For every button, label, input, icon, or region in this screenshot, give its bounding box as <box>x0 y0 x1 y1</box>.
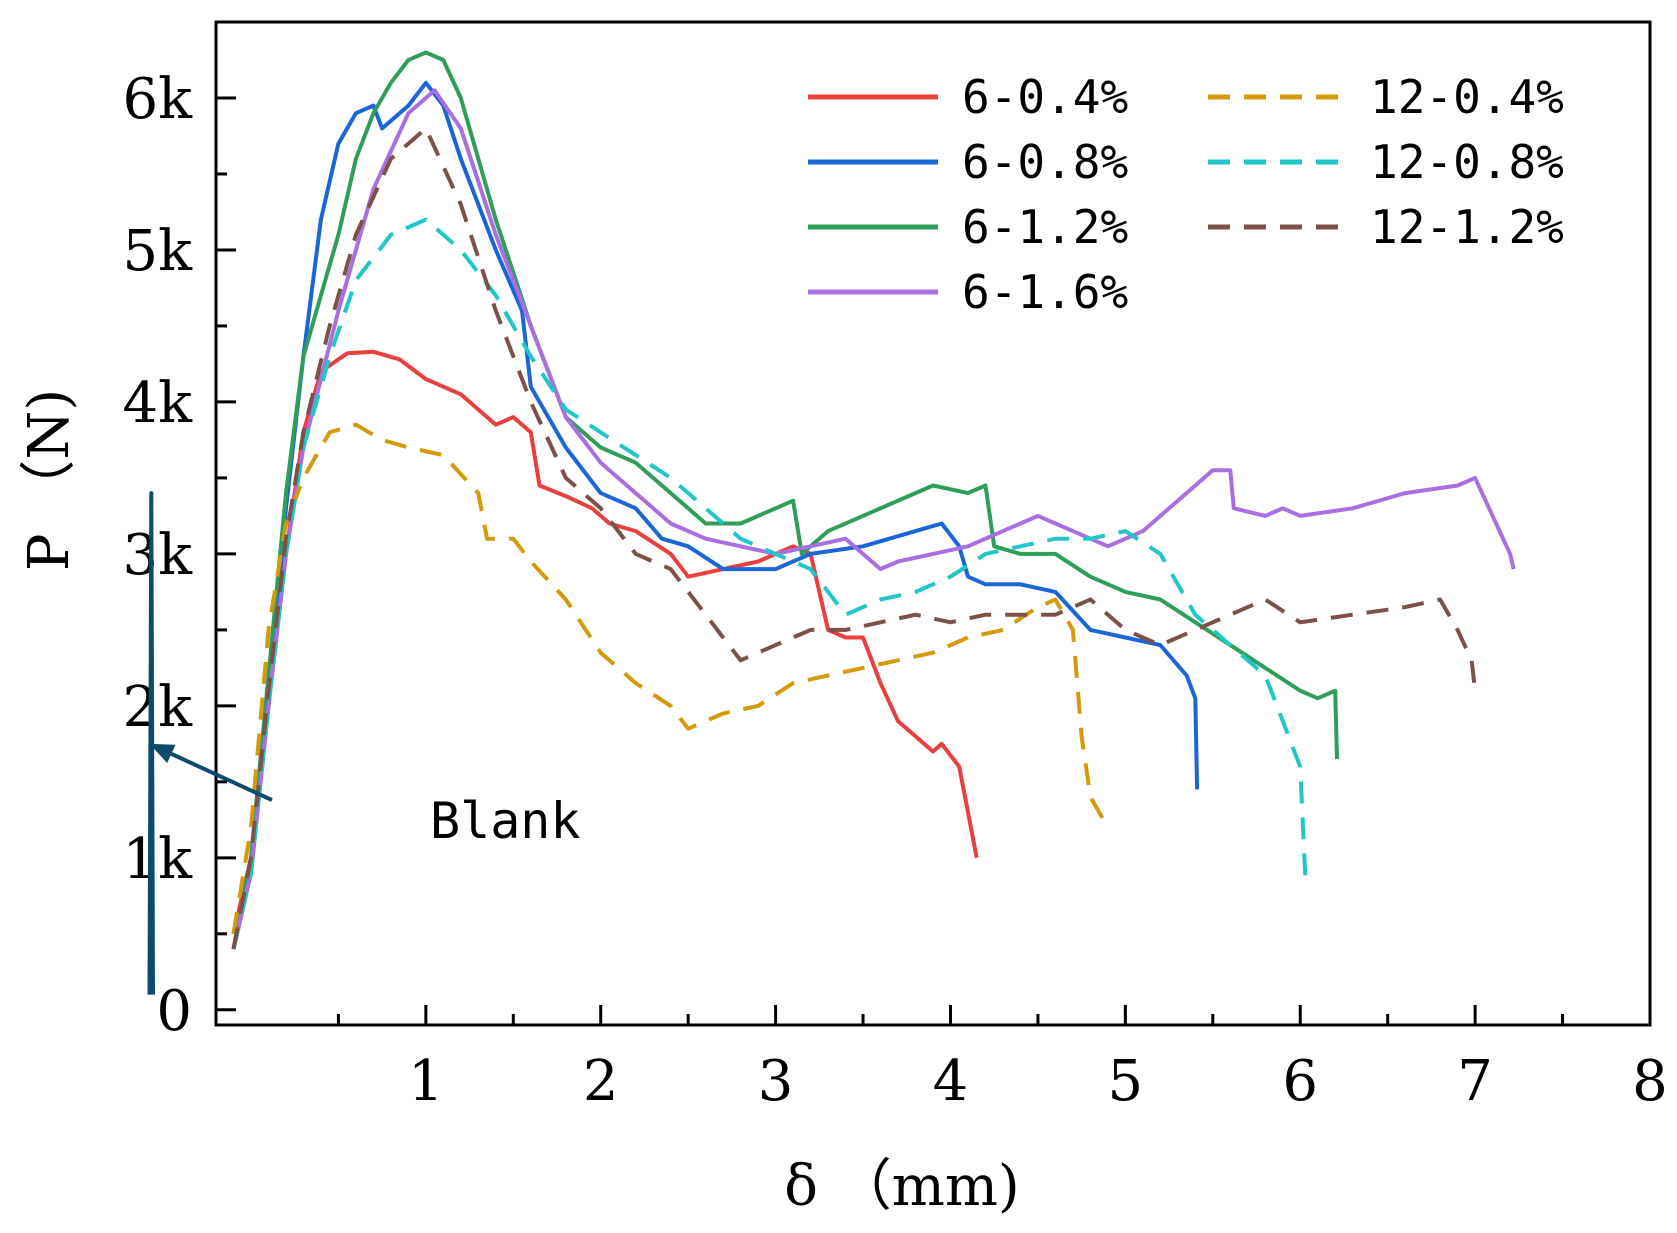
y-tick-label: 3k <box>122 523 193 588</box>
annotation-arrow <box>170 752 273 802</box>
legend-label: 6-0.4% <box>962 70 1128 124</box>
series-line-Blank <box>147 491 155 995</box>
annotation-label: Blank <box>430 792 581 850</box>
x-tick-label: 3 <box>758 1049 794 1114</box>
y-tick-label: 4k <box>122 371 193 436</box>
x-tick-label: 4 <box>933 1049 969 1114</box>
series-line-6-0.8% <box>231 80 1200 950</box>
annotation-arrowhead <box>149 743 176 763</box>
y-tick-label: 5k <box>122 219 193 284</box>
y-ticks: 0 1k 2k 3k 4k 5k 6k <box>122 67 236 1044</box>
y-tick-label: 0 <box>156 979 192 1044</box>
series-line-6-1.6% <box>231 88 1516 950</box>
legend-label: 12-1.2% <box>1370 200 1564 254</box>
series-line-6-1.2% <box>231 50 1339 950</box>
legend-label: 6-1.6% <box>962 265 1128 319</box>
series-layer <box>147 50 1516 995</box>
series-line-12-0.8% <box>231 217 1308 950</box>
x-tick-label: 7 <box>1457 1049 1493 1114</box>
x-tick-label: 8 <box>1632 1049 1668 1114</box>
legend-label: 12-0.4% <box>1370 70 1564 124</box>
x-tick-label: 1 <box>408 1049 444 1114</box>
legend-label: 12-0.8% <box>1370 135 1564 189</box>
y-tick-label: 6k <box>122 67 193 132</box>
plot-frame <box>214 20 1652 1027</box>
legend-label: 6-1.2% <box>962 200 1128 254</box>
x-tick-label: 6 <box>1282 1049 1318 1114</box>
series-line-6-0.4% <box>231 349 979 935</box>
y-axis-title: P （N) <box>17 389 82 571</box>
y-tick-label: 1k <box>122 827 193 892</box>
series-line-12-1.2% <box>231 126 1478 950</box>
x-axis-title: δ （mm) <box>784 1154 1020 1219</box>
y-tick-label: 2k <box>122 675 193 740</box>
legend: 6-0.4% 6-0.8% 6-1.2% 6-1.6% 12-0.4% 12-0.8% 12… <box>808 70 1564 319</box>
legend-label: 6-0.8% <box>962 135 1128 189</box>
series-line-12-0.4% <box>231 422 1110 935</box>
blank-annotation: Blank <box>149 743 581 850</box>
x-tick-label: 2 <box>583 1049 619 1114</box>
x-tick-label: 5 <box>1108 1049 1144 1114</box>
x-ticks: 1 2 3 4 5 6 7 8 <box>336 1005 1668 1114</box>
